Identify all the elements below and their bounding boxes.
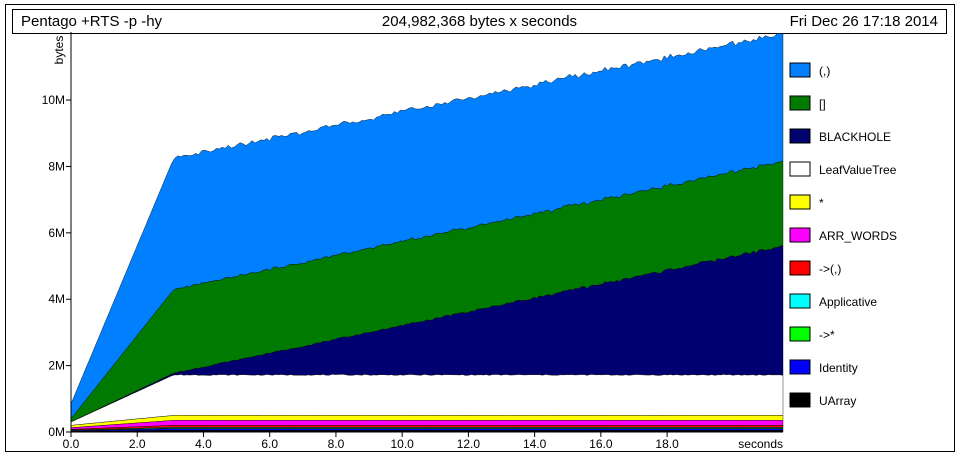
y-tick-label: 0M [48,425,65,439]
run-date: Fri Dec 26 17:18 2014 [789,13,938,30]
legend-label-sym: * [819,196,824,210]
total-bytes-seconds: 204,982,368 bytes x seconds [381,13,578,30]
legend-label-sym: ->* [819,328,835,342]
x-tick-label: 14.0 [523,437,547,451]
program-title: Pentago +RTS -p -hy [21,13,163,30]
legend-swatch-arr-words [789,227,811,243]
chart-header: Pentago +RTS -p -hy 204,982,368 bytes x … [12,9,947,34]
legend-label-leafvaluetree: LeafValueTree [819,163,897,177]
legend-label-sym: ->(,) [819,262,841,276]
x-tick-label: 0.0 [63,437,80,451]
y-tick-label: 6M [48,226,65,240]
legend-swatch-sym [789,95,811,111]
legend-swatch-uarray [789,392,811,408]
legend-swatch-identity [789,359,811,375]
legend-label-arr-words: ARR_WORDS [819,229,897,243]
legend-label-sym: (,) [819,64,830,78]
x-tick-label: 10.0 [390,437,414,451]
legend-swatch-sym [789,194,811,210]
x-tick-label: 4.0 [195,437,212,451]
legend-label-uarray: UArray [819,394,856,408]
x-tick-label: 8.0 [328,437,345,451]
x-axis-title: seconds [738,437,783,451]
legend-label-identity: Identity [819,361,858,375]
x-tick-label: 2.0 [129,437,146,451]
y-tick-label: 2M [48,359,65,373]
legend-swatch-leafvaluetree [789,161,811,177]
legend-swatch-blackhole [789,128,811,144]
y-tick-label: 10M [42,93,65,107]
legend-label-applicative: Applicative [819,295,877,309]
y-tick-label: 4M [48,292,65,306]
chart-frame [5,4,955,452]
x-tick-label: 12.0 [457,437,481,451]
x-tick-label: 18.0 [655,437,679,451]
legend-swatch-sym [789,326,811,342]
legend-swatch-sym [789,62,811,78]
y-tick-label: 8M [48,159,65,173]
legend-label-blackhole: BLACKHOLE [819,130,891,144]
legend-swatch-applicative [789,293,811,309]
y-axis-title: bytes [52,36,66,65]
x-tick-label: 16.0 [589,437,613,451]
legend-label-sym: [] [819,97,826,111]
legend-swatch-sym [789,260,811,276]
x-tick-label: 6.0 [261,437,278,451]
